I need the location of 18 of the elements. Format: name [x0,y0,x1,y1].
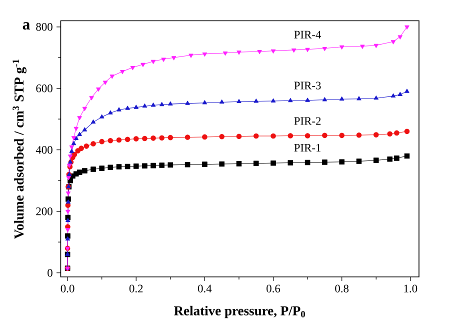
y-tick-label: 600 [36,84,52,92]
x-tick-label: 0.2 [129,284,143,293]
x-tick-label: 0.8 [335,284,349,293]
series-label: PIR-3 [294,82,321,90]
y-tick-label: 0 [48,269,52,277]
y-axis-title: Volume adsorbed / cm$^{3}$ STP g$^{-1}$ [12,60,26,240]
series-label: PIR-1 [294,144,321,152]
y-tick-label: 400 [36,146,52,154]
y-tick-label: 200 [36,208,52,216]
x-axis-title: Relative pressure, P/P$_{0}$ [174,306,306,318]
x-tick-label: 0.0 [60,284,74,293]
y-tick-label: 800 [36,23,52,31]
x-tick-label: 1.0 [404,284,418,293]
x-tick-label: 0.4 [198,284,212,293]
x-tick-label: 0.6 [266,284,280,293]
text: a [22,22,30,30]
series-label: PIR-2 [294,117,321,125]
series-label: PIR-4 [294,30,322,39]
